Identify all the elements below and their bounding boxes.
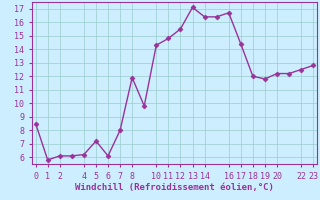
X-axis label: Windchill (Refroidissement éolien,°C): Windchill (Refroidissement éolien,°C) (75, 183, 274, 192)
